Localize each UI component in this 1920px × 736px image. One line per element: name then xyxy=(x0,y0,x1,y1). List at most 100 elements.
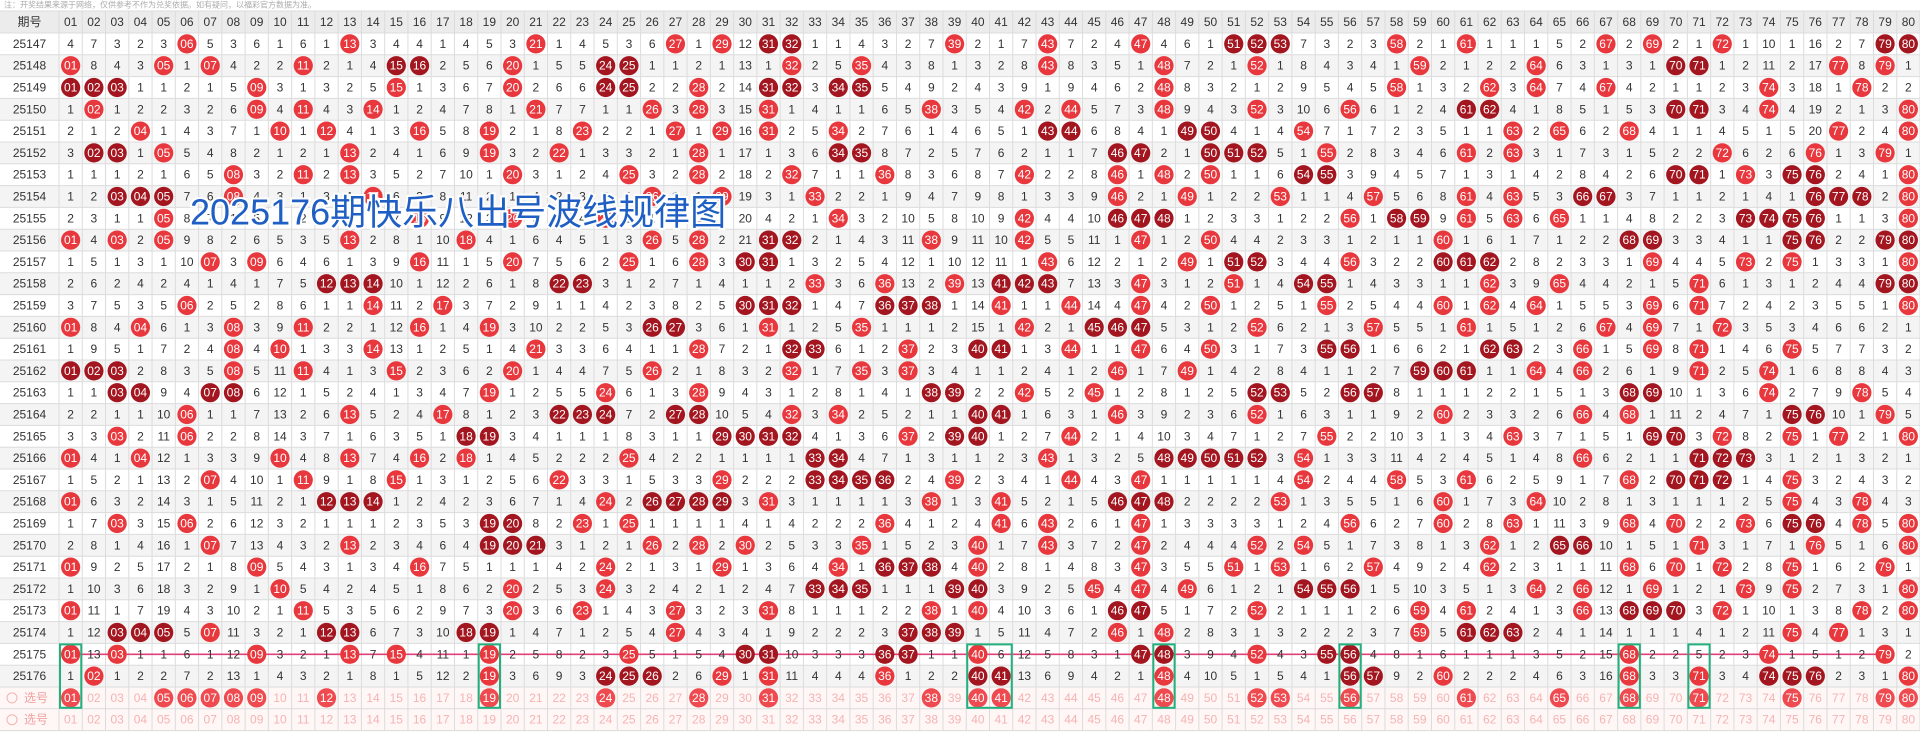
pick-number[interactable]: 53 xyxy=(1274,691,1288,705)
pick-number[interactable]: 77 xyxy=(1832,713,1846,727)
pick-number[interactable]: 20 xyxy=(506,691,520,705)
pick-number[interactable]: 09 xyxy=(250,713,264,727)
pick-number[interactable]: 25 xyxy=(622,691,636,705)
pick-number[interactable]: 06 xyxy=(180,713,194,727)
pick-number[interactable]: 08 xyxy=(227,713,241,727)
pick-number[interactable]: 16 xyxy=(413,713,427,727)
pick-number[interactable]: 33 xyxy=(808,713,822,727)
pick-number[interactable]: 57 xyxy=(1367,691,1381,705)
pick-number[interactable]: 42 xyxy=(1018,691,1032,705)
pick-number[interactable]: 58 xyxy=(1390,713,1404,727)
pick-number[interactable]: 04 xyxy=(134,713,148,727)
pick-number[interactable]: 27 xyxy=(669,691,683,705)
pick-number[interactable]: 79 xyxy=(1878,691,1892,705)
pick-number[interactable]: 45 xyxy=(1088,713,1102,727)
pick-number[interactable]: 80 xyxy=(1902,713,1916,727)
pick-number[interactable]: 26 xyxy=(646,713,660,727)
pick-number[interactable]: 79 xyxy=(1878,713,1892,727)
pick-number[interactable]: 40 xyxy=(971,691,985,705)
pick-number[interactable]: 22 xyxy=(552,691,566,705)
pick-number[interactable]: 12 xyxy=(320,691,334,705)
pick-number[interactable]: 17 xyxy=(436,691,450,705)
pick-number[interactable]: 11 xyxy=(297,691,310,705)
pick-number[interactable]: 16 xyxy=(413,691,427,705)
pick-number[interactable]: 63 xyxy=(1506,691,1520,705)
pick-number[interactable]: 59 xyxy=(1413,713,1427,727)
pick-number[interactable]: 68 xyxy=(1623,691,1637,705)
pick-number[interactable]: 26 xyxy=(646,691,660,705)
pick-number[interactable]: 80 xyxy=(1902,691,1916,705)
pick-number[interactable]: 22 xyxy=(552,713,566,727)
pick-number[interactable]: 74 xyxy=(1762,691,1776,705)
pick-number[interactable]: 78 xyxy=(1855,691,1869,705)
pick-number[interactable]: 60 xyxy=(1436,713,1450,727)
pick-number[interactable]: 21 xyxy=(529,691,543,705)
pick-number[interactable]: 64 xyxy=(1529,713,1543,727)
pick-number[interactable]: 44 xyxy=(1064,713,1078,727)
pick-number[interactable]: 70 xyxy=(1669,713,1683,727)
pick-number[interactable]: 04 xyxy=(134,691,148,705)
pick-number[interactable]: 19 xyxy=(483,691,497,705)
pick-number[interactable]: 28 xyxy=(692,713,706,727)
pick-number[interactable]: 01 xyxy=(64,691,78,705)
pick-number[interactable]: 73 xyxy=(1739,691,1753,705)
pick-number[interactable]: 15 xyxy=(390,713,404,727)
pick-number[interactable]: 35 xyxy=(855,691,869,705)
pick-number[interactable]: 69 xyxy=(1646,691,1660,705)
pick-number[interactable]: 64 xyxy=(1529,691,1543,705)
pick-number[interactable]: 61 xyxy=(1460,713,1474,727)
pick-number[interactable]: 33 xyxy=(808,691,822,705)
pick-number[interactable]: 71 xyxy=(1692,691,1706,705)
pick-number[interactable]: 24 xyxy=(599,691,613,705)
pick-number[interactable]: 36 xyxy=(878,713,892,727)
pick-number[interactable]: 62 xyxy=(1483,691,1497,705)
pick-number[interactable]: 63 xyxy=(1506,713,1520,727)
pick-number[interactable]: 52 xyxy=(1250,713,1264,727)
pick-number[interactable]: 49 xyxy=(1181,691,1195,705)
pick-number[interactable]: 13 xyxy=(343,691,357,705)
pick-number[interactable]: 15 xyxy=(390,691,404,705)
pick-number[interactable]: 40 xyxy=(971,713,985,727)
pick-number[interactable]: 23 xyxy=(576,691,590,705)
pick-number[interactable]: 59 xyxy=(1413,691,1427,705)
pick-number[interactable]: 13 xyxy=(343,713,357,727)
pick-number[interactable]: 31 xyxy=(762,713,776,727)
pick-number[interactable]: 72 xyxy=(1716,713,1730,727)
pick-number[interactable]: 57 xyxy=(1367,713,1381,727)
pick-number[interactable]: 68 xyxy=(1623,713,1637,727)
pick-number[interactable]: 19 xyxy=(483,713,497,727)
pick-number[interactable]: 37 xyxy=(901,691,915,705)
pick-number[interactable]: 55 xyxy=(1320,713,1334,727)
pick-number[interactable]: 24 xyxy=(599,713,613,727)
pick-number[interactable]: 20 xyxy=(506,713,520,727)
pick-number[interactable]: 39 xyxy=(948,713,962,727)
pick-number[interactable]: 32 xyxy=(785,713,799,727)
pick-number[interactable]: 29 xyxy=(715,691,729,705)
pick-number[interactable]: 18 xyxy=(459,713,473,727)
pick-number[interactable]: 32 xyxy=(785,691,799,705)
pick-number[interactable]: 74 xyxy=(1762,713,1776,727)
pick-number[interactable]: 54 xyxy=(1297,691,1311,705)
pick-number[interactable]: 02 xyxy=(87,691,101,705)
pick-number[interactable]: 52 xyxy=(1250,691,1264,705)
pick-number[interactable]: 18 xyxy=(459,691,473,705)
pick-number[interactable]: 38 xyxy=(925,691,939,705)
pick-number[interactable]: 55 xyxy=(1320,691,1334,705)
pick-number[interactable]: 41 xyxy=(994,713,1008,727)
pick-number[interactable]: 45 xyxy=(1088,691,1102,705)
pick-number[interactable]: 30 xyxy=(739,691,753,705)
pick-number[interactable]: 05 xyxy=(157,691,171,705)
pick-number[interactable]: 49 xyxy=(1181,713,1195,727)
pick-number[interactable]: 03 xyxy=(110,713,124,727)
pick-number[interactable]: 46 xyxy=(1111,713,1125,727)
pick-number[interactable]: 36 xyxy=(878,691,892,705)
pick-number[interactable]: 66 xyxy=(1576,713,1590,727)
pick-number[interactable]: 11 xyxy=(297,713,310,727)
pick-number[interactable]: 03 xyxy=(110,691,124,705)
pick-number[interactable]: 02 xyxy=(87,713,101,727)
pick-number[interactable]: 65 xyxy=(1553,713,1567,727)
pick-number[interactable]: 50 xyxy=(1204,691,1218,705)
pick-number[interactable]: 34 xyxy=(832,691,846,705)
pick-number[interactable]: 34 xyxy=(832,713,846,727)
pick-number[interactable]: 56 xyxy=(1343,713,1357,727)
